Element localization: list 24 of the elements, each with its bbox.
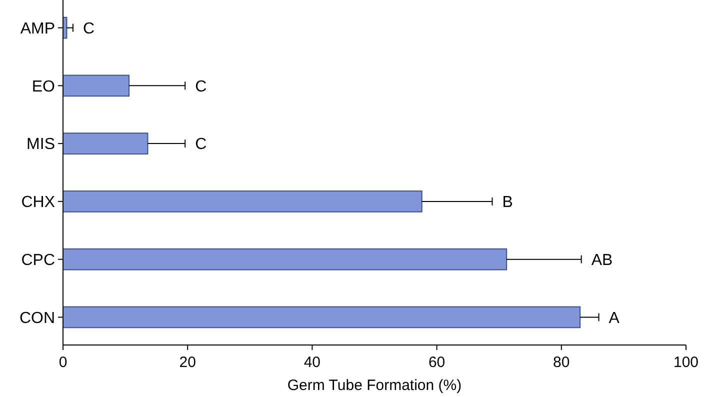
x-tick-label: 20 (179, 354, 196, 371)
annotation: B (502, 194, 513, 212)
y-tick-label: CPC (21, 252, 55, 269)
y-tick-label: CON (19, 310, 55, 327)
x-axis-title: Germ Tube Formation (%) (287, 377, 462, 394)
annotation: C (195, 78, 207, 96)
annotation: AB (591, 252, 613, 269)
x-tick-label: 0 (58, 354, 68, 371)
bar (62, 190, 422, 212)
y-tick-label: MIS (26, 136, 55, 154)
annotation: A (608, 310, 620, 327)
bar (62, 306, 581, 328)
x-tick-label: 40 (304, 354, 321, 371)
x-tick-label: 60 (428, 354, 446, 371)
x-tick-label: 80 (553, 354, 570, 371)
annotation: C (195, 136, 207, 154)
annotation: C (82, 20, 95, 38)
x-tick-label: 100 (673, 354, 699, 371)
y-tick-label: CHX (21, 194, 56, 212)
bar (62, 74, 130, 97)
y-tick-label: EO (32, 78, 55, 96)
y-tick-label: AMP (20, 20, 55, 38)
bar (62, 248, 508, 270)
bar (62, 132, 148, 154)
